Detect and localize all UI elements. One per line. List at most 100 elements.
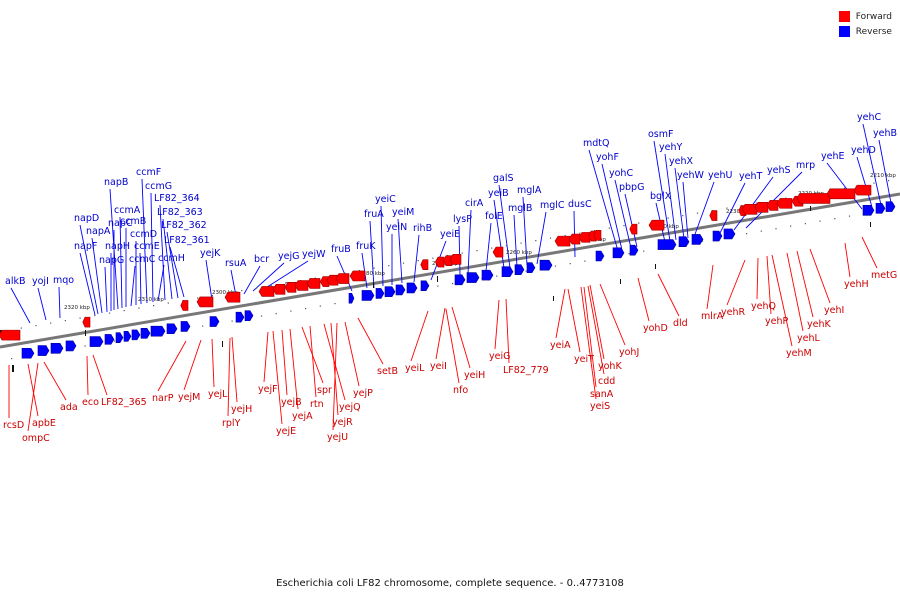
forward-gene-arrow: [709, 210, 718, 221]
tick-dot: [334, 303, 336, 305]
reverse-gene-arrow: [395, 284, 406, 296]
forward-gene-arrow: [319, 276, 330, 287]
forward-gene-label-rtn: rtn: [310, 399, 324, 410]
forward-gene-label-yejb: yejB: [281, 397, 302, 408]
reverse-genes: [21, 201, 896, 359]
reverse-gene-label-yehe: yehE: [821, 151, 845, 162]
forward-gene-arrow: [741, 204, 758, 215]
reverse-gene-label-ccma: ccmA: [114, 205, 141, 216]
tick-dot: [491, 247, 493, 249]
forward-gene-label-yehl: yehL: [797, 333, 820, 344]
forward-gene-label-sana: sanA: [590, 389, 614, 400]
marker: [437, 276, 438, 282]
tick-dot: [623, 225, 625, 227]
reverse-gene-arrow: [612, 247, 625, 259]
reverse-gene-label-yeim: yeiM: [392, 207, 414, 218]
reverse-leader: [79, 252, 96, 316]
reverse-leader: [856, 156, 873, 208]
forward-gene-label-yehq: yehQ: [751, 301, 776, 312]
forward-genes: [0, 184, 872, 341]
reverse-gene-label-alkb: alkB: [5, 276, 25, 287]
tick-dot: [138, 307, 140, 309]
forward-gene-label-yehk: yehK: [807, 319, 831, 330]
tick-dot: [270, 284, 272, 287]
tick-dot: [358, 270, 360, 272]
tick-dot: [848, 215, 851, 217]
forward-gene-label-lf82-779: LF82_779: [503, 365, 549, 376]
reverse-gene-label-bglx: bglX: [650, 191, 672, 202]
tick-dot: [535, 240, 537, 242]
forward-gene-label-yeit: yeiT: [574, 354, 594, 365]
reverse-gene-label-ccmf: ccmF: [136, 167, 161, 178]
forward-gene-arrow: [776, 198, 793, 209]
reverse-gene-arrow: [180, 321, 191, 332]
reverse-leader: [693, 181, 715, 238]
forward-leader: [289, 328, 299, 410]
forward-gene-label-yejf: yejF: [258, 384, 278, 395]
reverse-gene-label-ccmh: ccmH: [158, 253, 185, 264]
tick-dot: [638, 222, 640, 224]
forward-gene-arrow: [578, 232, 591, 243]
forward-leader: [706, 264, 714, 310]
forward-leader: [756, 257, 759, 300]
forward-leader: [211, 338, 215, 388]
forward-gene-arrow: [272, 284, 286, 295]
reverse-gene-arrow: [712, 230, 723, 242]
tick-dot: [452, 283, 454, 285]
reverse-gene-arrow: [691, 234, 704, 245]
reverse-leader: [361, 252, 368, 289]
forward-gene-label-spr: spr: [317, 385, 332, 396]
reverse-gene-arrow: [657, 239, 677, 250]
tick-dot: [241, 289, 243, 292]
marker: [222, 341, 223, 347]
marker: [373, 282, 374, 288]
tick-dot: [123, 309, 125, 312]
tick-dot: [525, 270, 527, 272]
reverse-gene-label-gals: galS: [493, 173, 514, 184]
reverse-leader: [485, 222, 492, 272]
tick-dot: [873, 182, 875, 184]
forward-leader: [183, 339, 202, 391]
forward-leaders: [8, 236, 878, 432]
marker: [85, 330, 86, 336]
reverse-gene-arrow: [104, 334, 115, 345]
tick-dot: [432, 257, 434, 259]
forward-leader: [281, 329, 288, 396]
reverse-gene-label-ccme: ccmE: [134, 241, 160, 252]
reverse-leader: [166, 231, 179, 299]
forward-gene-arrow: [326, 274, 339, 286]
tick-dot: [388, 265, 390, 267]
forward-leader: [272, 330, 283, 425]
reverse-gene-arrow: [140, 327, 151, 339]
reverse-gene-label-napa: napA: [86, 226, 111, 237]
reverse-gene-label-lf82-364: LF82_364: [154, 193, 200, 204]
reverse-gene-label-frua: fruA: [364, 209, 384, 220]
tick-dot: [305, 308, 307, 310]
reverse-leader: [162, 218, 173, 300]
tick-label-2320-kbp: 2320 kbp: [64, 305, 90, 311]
reverse-gene-label-napc: napC: [108, 218, 133, 229]
forward-leader: [580, 286, 597, 400]
reverse-gene-label-yehb: yehB: [873, 128, 897, 139]
forward-leader: [344, 321, 360, 387]
reverse-gene-arrow: [454, 274, 466, 286]
tick-dot: [285, 282, 287, 284]
tick-dot: [696, 212, 699, 214]
tick-dot: [255, 287, 258, 289]
reverse-leader: [614, 179, 632, 249]
tick-dot: [594, 230, 596, 232]
marker: [620, 279, 621, 284]
reverse-leader: [719, 182, 746, 234]
forward-leader: [227, 337, 231, 417]
forward-gene-arrow: [82, 316, 91, 328]
reverse-gene-label-ccmg: ccmG: [145, 181, 172, 192]
forward-gene-label-yejl: yejL: [208, 389, 228, 400]
reverse-gene-arrow: [678, 236, 690, 248]
legend-forward: Forward: [838, 9, 892, 24]
tick-label-2210-kbp: 2210 kbp: [870, 173, 896, 179]
forward-gene-arrow: [766, 200, 779, 211]
forward-leader: [796, 250, 814, 318]
forward-leader: [657, 273, 680, 317]
reverse-leader: [380, 205, 384, 287]
forward-gene-label-yehh: yehH: [844, 279, 869, 290]
